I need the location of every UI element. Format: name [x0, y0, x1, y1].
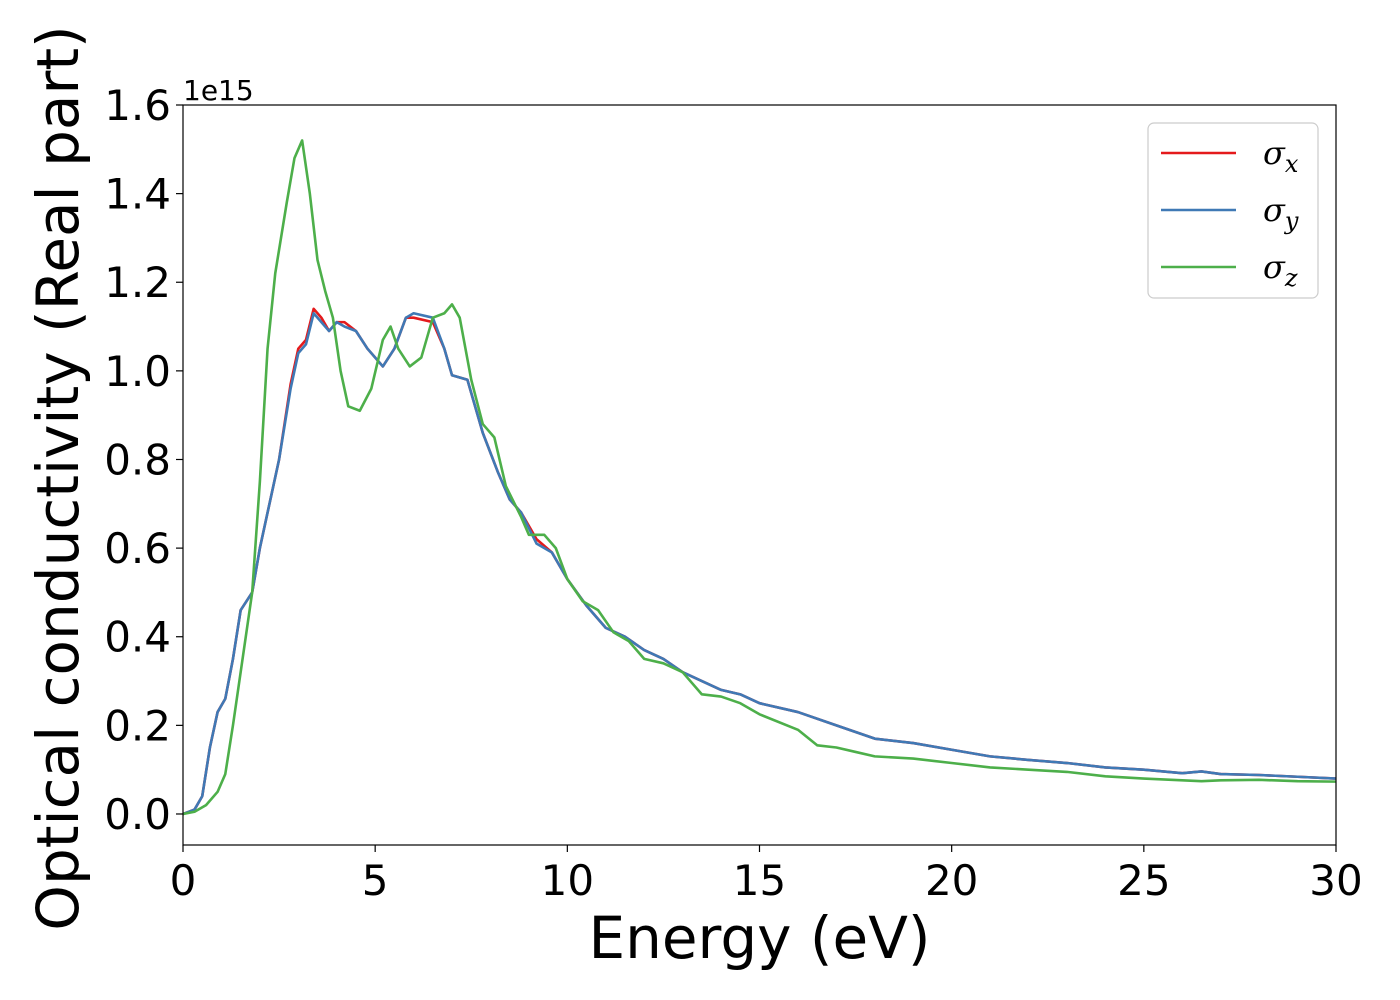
x-axis-label: Energy (eV)	[588, 904, 930, 972]
legend-symbol: σ	[1263, 248, 1286, 286]
y-tick-label: 0.0	[104, 790, 171, 839]
x-tick-label: 0	[170, 856, 197, 905]
legend-label-x: σx	[1263, 134, 1299, 178]
legend-symbol: σ	[1263, 191, 1286, 229]
x-tick-label: 10	[541, 856, 594, 905]
y-offset-label: 1e15	[183, 74, 254, 107]
x-tick-label: 20	[925, 856, 978, 905]
y-tick-label: 1.2	[104, 258, 171, 307]
y-tick-label: 1.4	[104, 170, 171, 219]
plot-area	[183, 139, 1336, 816]
legend-subscript: y	[1284, 207, 1299, 235]
plot-frame	[182, 104, 1337, 846]
series-line-z	[183, 139, 1336, 816]
legend-label-z: σz	[1263, 248, 1298, 292]
y-tick-label: 1.0	[104, 347, 171, 396]
x-tick-label: 5	[362, 856, 389, 905]
legend-symbol: σ	[1263, 134, 1286, 172]
y-axis-label: Optical conductivity (Real part)	[24, 25, 92, 930]
legend-label-y: σy	[1263, 191, 1299, 235]
x-tick-label: 25	[1117, 856, 1170, 905]
y-tick-label: 0.2	[104, 701, 171, 750]
series-line-x	[183, 307, 1336, 816]
x-tick-label: 30	[1309, 856, 1362, 905]
y-tick-label: 0.8	[104, 435, 171, 484]
legend-subscript: x	[1285, 150, 1299, 178]
y-axis: 0.0 0.2 0.4 0.6 0.8 1.0 1.2 1.4 1.6	[104, 81, 183, 839]
y-tick-label: 0.6	[104, 524, 171, 573]
y-tick-label: 0.4	[104, 613, 171, 662]
x-tick-label: 15	[733, 856, 786, 905]
x-axis: 0 5 10 15 20 25 30	[170, 845, 1363, 905]
legend-subscript: z	[1284, 264, 1298, 292]
y-tick-label: 1.6	[104, 81, 171, 130]
series-line-y	[183, 311, 1336, 816]
